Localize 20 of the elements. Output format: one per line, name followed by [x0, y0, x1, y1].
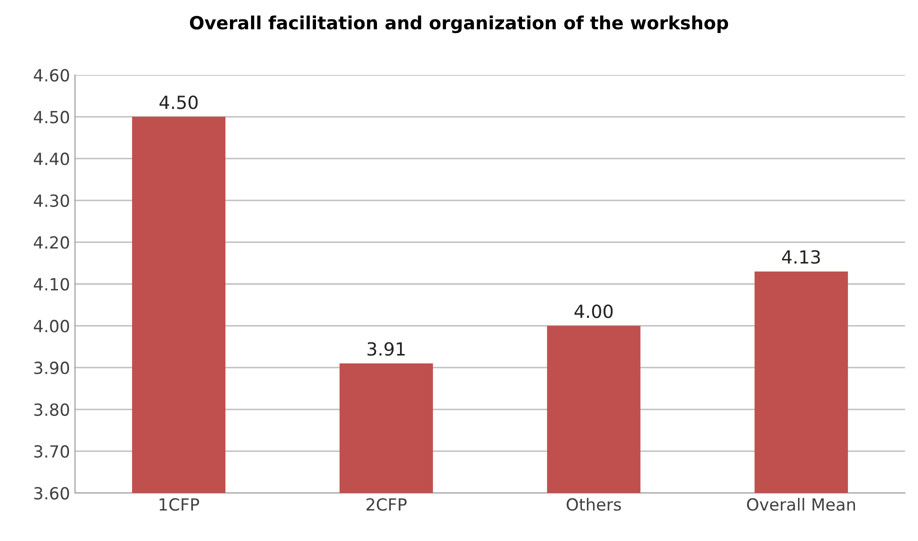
x-tick-label: Overall Mean: [747, 498, 855, 511]
y-tick-label: 4.00: [34, 320, 70, 332]
y-tick-label: 3.60: [34, 486, 70, 500]
y-tick-label: 3.90: [34, 362, 70, 374]
y-tick-label: 3.80: [34, 403, 70, 416]
data-label: 4.00: [574, 304, 613, 318]
y-tick-label: 4.10: [34, 278, 70, 291]
data-label: 4.13: [782, 250, 820, 264]
x-tick-label: Others: [566, 498, 621, 511]
y-tick-label: 4.20: [34, 236, 70, 249]
data-label: 4.50: [160, 95, 198, 110]
x-tick-label: 2CFP: [366, 498, 407, 511]
chart-title: Overall facilitation and organization of the workshop: [190, 16, 728, 34]
y-tick-label: 3.70: [34, 445, 70, 458]
y-tick-label: 4.40: [34, 152, 70, 166]
y-tick-label: 4.60: [34, 68, 70, 82]
data-label: 3.91: [368, 342, 405, 356]
y-tick-label: 4.30: [34, 194, 70, 207]
y-tick-label: 4.50: [34, 110, 70, 124]
x-tick-label: 1CFP: [160, 498, 200, 511]
